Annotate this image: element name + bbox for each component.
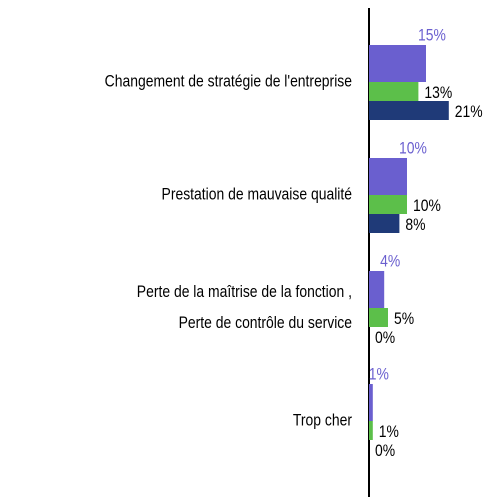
bar [369, 101, 449, 120]
value-label: 5% [394, 310, 414, 329]
value-label: 4% [380, 252, 400, 271]
value-label: 0% [375, 442, 395, 461]
category-label: Changement de stratégie de l'entreprise [105, 72, 352, 91]
category-label: Trop cher [293, 411, 352, 430]
bar [369, 214, 400, 233]
bar [369, 82, 419, 101]
value-label: 8% [405, 216, 425, 235]
bar [369, 271, 385, 308]
value-label: 10% [399, 139, 427, 158]
bar [369, 308, 388, 327]
value-label: 1% [379, 423, 399, 442]
category-line: Perte de contrôle du service [179, 314, 352, 333]
bar [369, 45, 426, 82]
value-label: 10% [413, 197, 441, 216]
category-label: Prestation de mauvaise qualité [162, 185, 352, 204]
value-label: 1% [369, 365, 389, 384]
value-label: 15% [418, 26, 446, 45]
bar [369, 421, 373, 440]
value-label: 0% [375, 329, 395, 348]
bar [369, 158, 407, 195]
value-label: 13% [424, 84, 452, 103]
bar [369, 195, 407, 214]
category-label: Perte de la maîtrise de la fonction , Per… [137, 283, 352, 333]
category-line: Perte de la maîtrise de la fonction , [137, 283, 352, 302]
bar [369, 384, 373, 421]
value-label: 21% [455, 103, 483, 122]
